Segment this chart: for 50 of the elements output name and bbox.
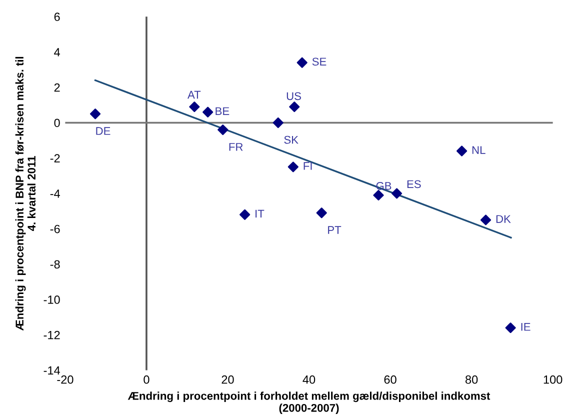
y-axis-title: Ændring i procentpoint i BNP fra før-krisen maks. til 4. kvartal 2011 bbox=[15, 56, 36, 331]
x-tick-label: 60 bbox=[384, 375, 396, 384]
annotation: NL bbox=[472, 146, 486, 154]
point bbox=[480, 214, 492, 226]
annotation: US bbox=[286, 92, 301, 100]
point bbox=[505, 322, 516, 334]
annotation: ES bbox=[407, 180, 421, 188]
point bbox=[289, 102, 300, 112]
x-tick-label: 80 bbox=[466, 375, 478, 384]
point bbox=[316, 208, 327, 218]
point bbox=[391, 188, 402, 199]
x-tick-label: 100 bbox=[544, 375, 562, 384]
point bbox=[240, 209, 250, 220]
y-tick-label: -14 bbox=[44, 366, 60, 375]
y-tick-label: -6 bbox=[50, 224, 60, 234]
annotation: PT bbox=[328, 226, 342, 234]
x-tick-label: 20 bbox=[222, 375, 234, 384]
annotation: FR bbox=[229, 143, 243, 151]
y-tick-label: -12 bbox=[44, 330, 60, 340]
y-tick-label: 4 bbox=[54, 48, 60, 56]
x-tick-label: 0 bbox=[144, 375, 150, 384]
y-tick-label: -4 bbox=[50, 190, 60, 198]
annotation: DK bbox=[496, 215, 511, 223]
point bbox=[288, 162, 298, 172]
y-tick-label: -8 bbox=[50, 260, 60, 269]
annotation: IE bbox=[521, 323, 530, 331]
y-tick-label: -2 bbox=[50, 154, 60, 162]
annotation: GB bbox=[376, 182, 392, 190]
x-tick-label: 40 bbox=[302, 375, 316, 384]
point bbox=[296, 57, 308, 68]
annotation: FI bbox=[304, 162, 312, 170]
y-tick-label: 0 bbox=[54, 118, 60, 128]
annotation: DE bbox=[96, 127, 110, 135]
point bbox=[218, 124, 228, 136]
annotation: AT bbox=[188, 90, 201, 99]
point bbox=[272, 117, 284, 128]
x-tick-label: -20 bbox=[57, 375, 74, 384]
point bbox=[189, 102, 200, 112]
point bbox=[202, 106, 214, 118]
y-tick-label: 6 bbox=[54, 12, 60, 22]
point bbox=[456, 146, 468, 156]
y-tick-label: -10 bbox=[44, 296, 60, 304]
x-axis-title: Ændring i procentpoint i forholdet mellem gæld/disponibel indkomst (2000-2007) bbox=[128, 392, 490, 414]
point bbox=[373, 190, 384, 201]
annotation: BE bbox=[216, 107, 230, 115]
point bbox=[90, 108, 101, 120]
annotation: SE bbox=[312, 58, 326, 66]
y-tick-label: 2 bbox=[54, 83, 60, 92]
annotation: SK bbox=[284, 136, 298, 144]
annotation: IT bbox=[256, 210, 264, 218]
